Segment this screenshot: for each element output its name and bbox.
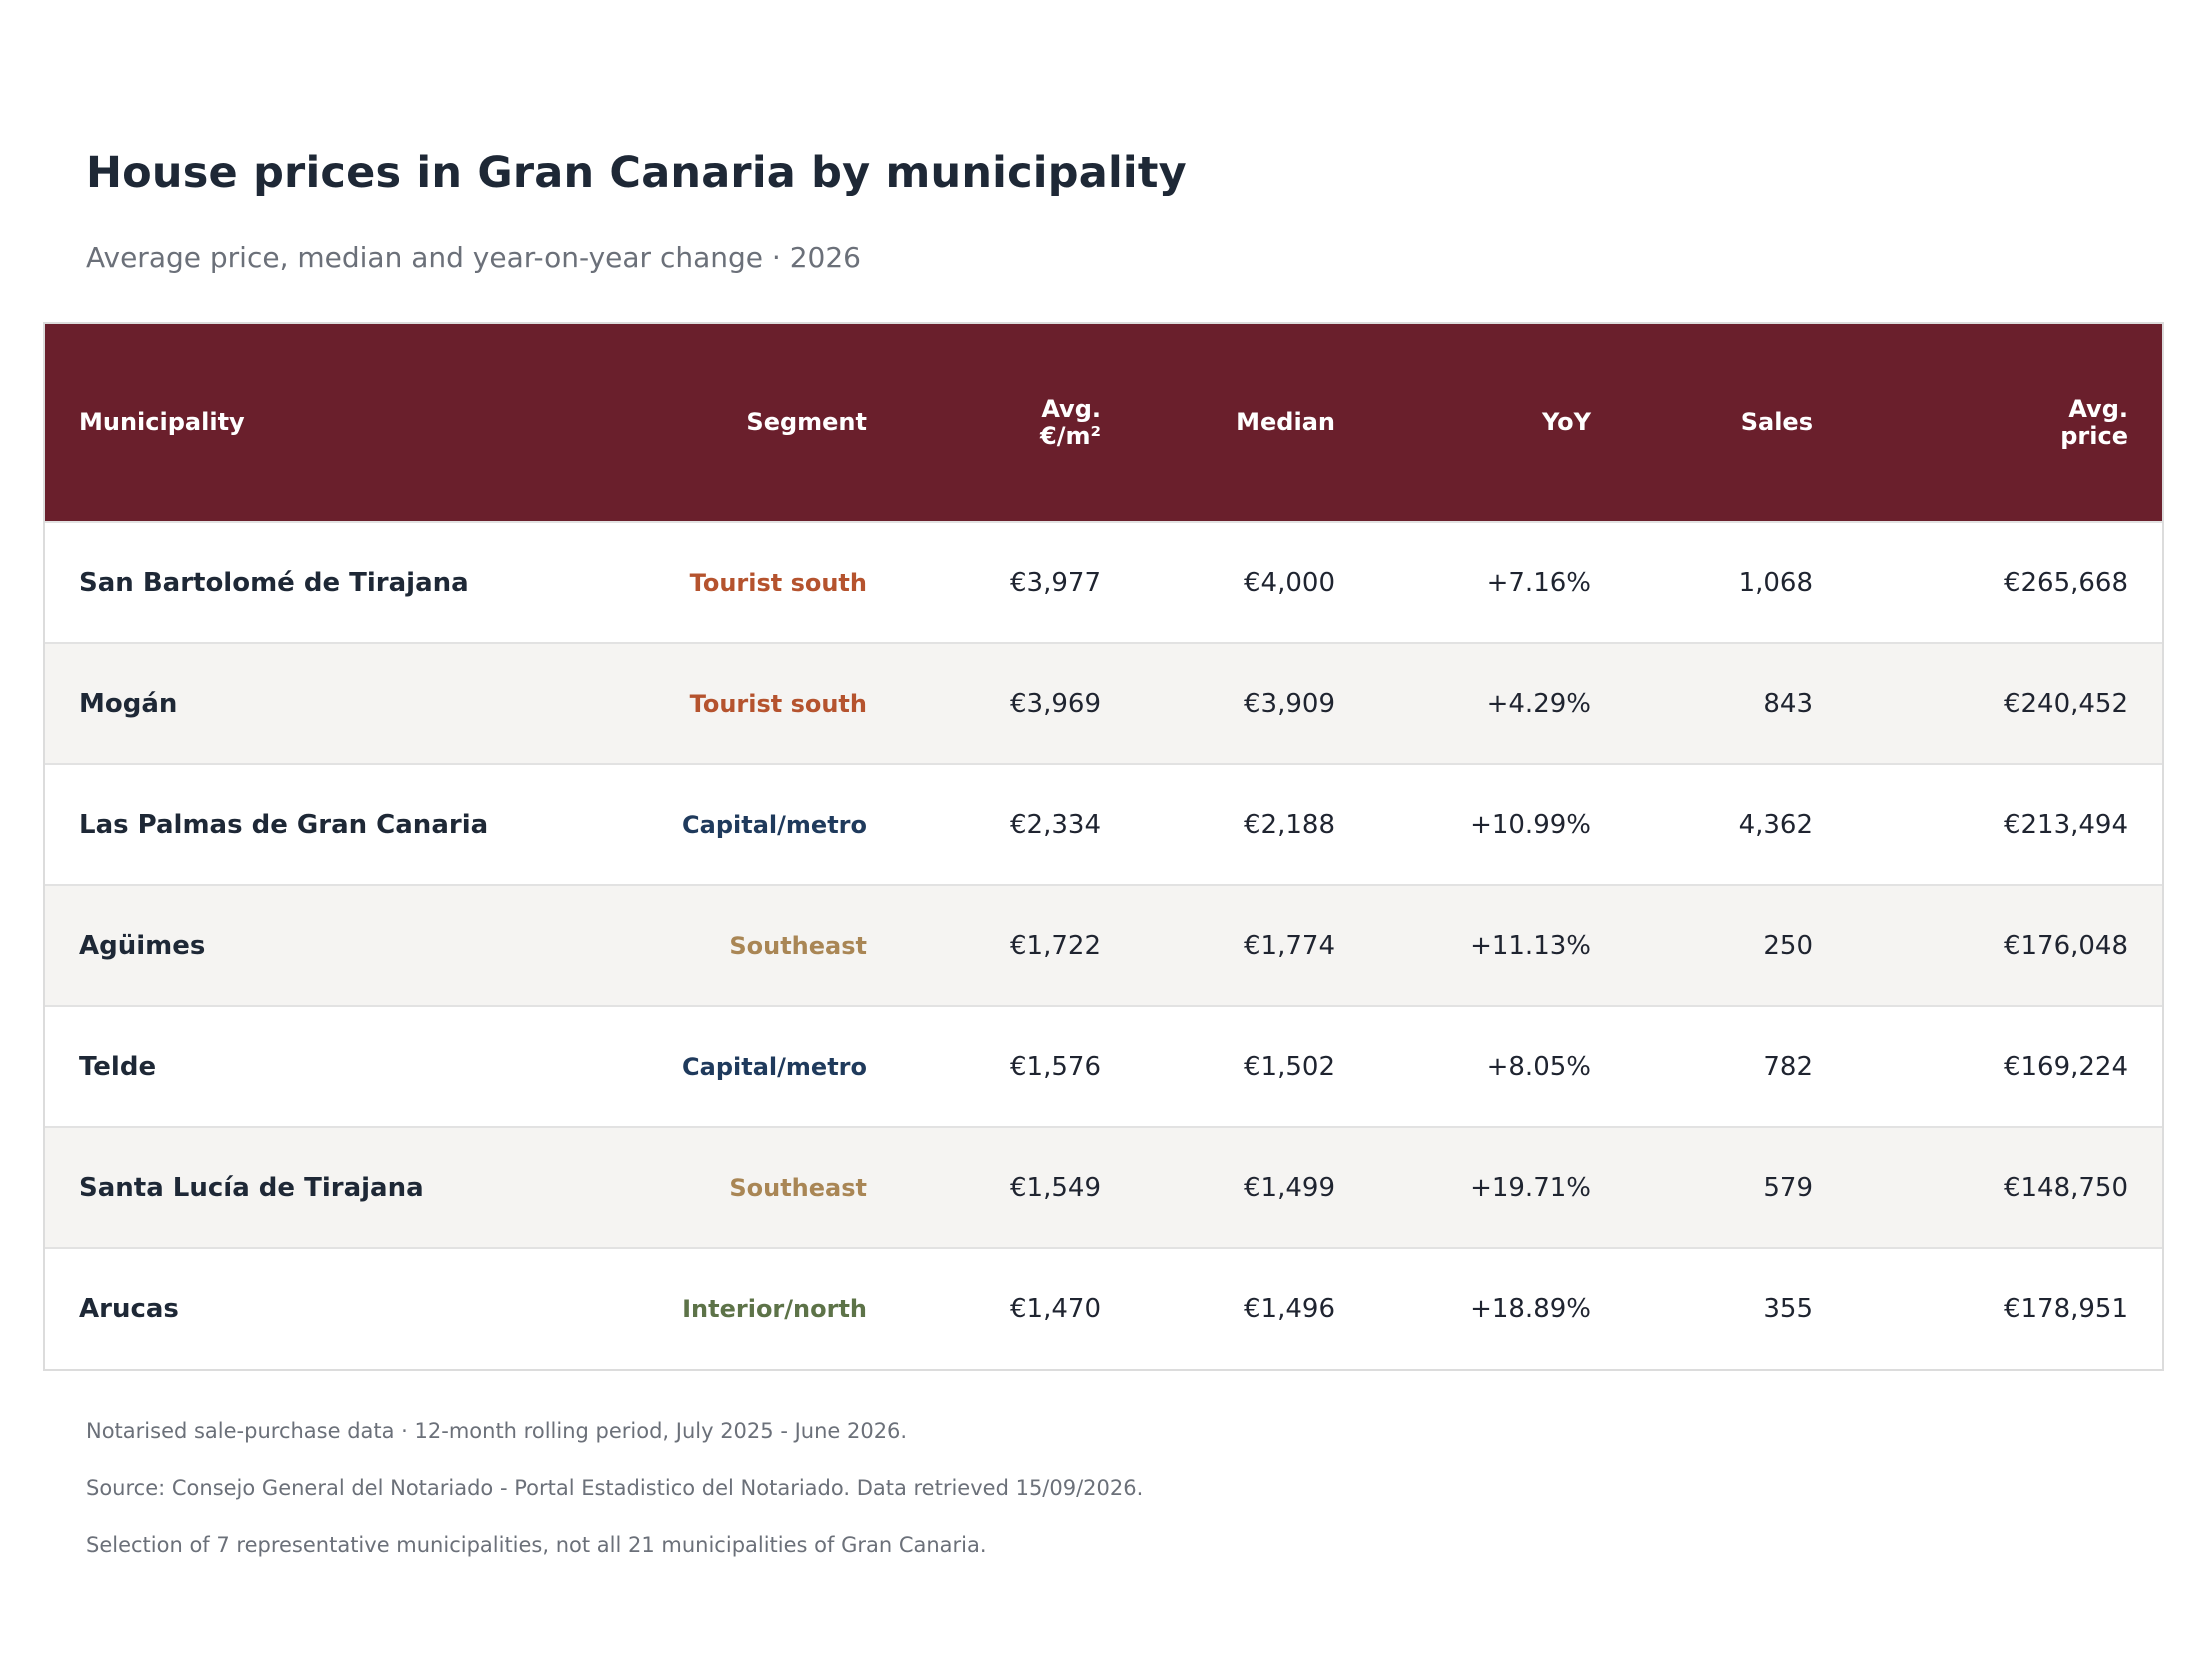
price-table-container: Municipality Segment Avg. €/m² Median YoY…	[43, 322, 2164, 1371]
cell-yoy: +7.16%	[1486, 567, 1591, 598]
cell-yoy: +19.71%	[1470, 1172, 1591, 1203]
cell-median: €2,188	[1244, 809, 1335, 840]
cell-municipality: Agüimes	[79, 930, 206, 961]
cell-sales: 579	[1763, 1172, 1813, 1203]
cell-sales: 843	[1763, 688, 1813, 719]
footnote-source: Source: Consejo General del Notariado - …	[86, 1476, 1144, 1500]
cell-median: €1,499	[1244, 1172, 1335, 1203]
cell-avg-m2: €1,576	[1010, 1051, 1101, 1082]
footnote-selection: Selection of 7 representative municipali…	[86, 1533, 987, 1557]
column-header-avg-price[interactable]: Avg. price	[2060, 394, 2128, 450]
cell-municipality: Mogán	[79, 688, 178, 719]
cell-municipality: San Bartolomé de Tirajana	[79, 567, 469, 598]
cell-avg-price: €169,224	[2003, 1051, 2128, 1082]
table-header-row: Municipality Segment Avg. €/m² Median YoY…	[45, 324, 2162, 522]
cell-sales: 4,362	[1738, 809, 1813, 840]
cell-municipality: Las Palmas de Gran Canaria	[79, 809, 489, 840]
cell-avg-price: €148,750	[2003, 1172, 2128, 1203]
cell-avg-m2: €2,334	[1010, 809, 1101, 840]
column-header-yoy[interactable]: YoY	[1541, 408, 1591, 436]
column-header-segment[interactable]: Segment	[746, 408, 867, 436]
table-row: Santa Lucía de Tirajana Southeast €1,549 €1…	[45, 1127, 2162, 1248]
cell-segment: Interior/north	[682, 1295, 867, 1323]
chart-title: House prices in Gran Canaria by municipa…	[86, 148, 1187, 198]
cell-avg-m2: €1,470	[1010, 1294, 1101, 1324]
cell-municipality: Arucas	[79, 1294, 179, 1324]
table-row: Telde Capital/metro €1,576 €1,502 +8.05% 782 €…	[45, 1006, 2162, 1127]
cell-municipality: Santa Lucía de Tirajana	[79, 1172, 424, 1203]
cell-median: €1,496	[1244, 1294, 1335, 1324]
cell-sales: 1,068	[1738, 567, 1813, 598]
cell-avg-price: €265,668	[2003, 567, 2128, 598]
cell-sales: 250	[1763, 930, 1813, 961]
column-header-median[interactable]: Median	[1236, 408, 1335, 436]
cell-avg-price: €176,048	[2003, 930, 2128, 961]
cell-avg-price: €178,951	[2003, 1294, 2128, 1324]
cell-sales: 355	[1763, 1294, 1813, 1324]
column-header-municipality[interactable]: Municipality	[79, 408, 245, 436]
table-row: Mogán Tourist south €3,969 €3,909 +4.29% 843 €…	[45, 643, 2162, 764]
chart-subtitle: Average price, median and year-on-year c…	[86, 241, 861, 274]
table-row: Arucas Interior/north €1,470 €1,496 +18.89% 3…	[45, 1248, 2162, 1369]
cell-segment: Capital/metro	[682, 810, 867, 839]
cell-median: €4,000	[1244, 567, 1335, 598]
cell-avg-m2: €3,977	[1010, 567, 1101, 598]
cell-segment: Tourist south	[689, 568, 867, 597]
cell-segment: Southeast	[729, 1173, 867, 1202]
cell-yoy: +10.99%	[1470, 809, 1591, 840]
table-row: Las Palmas de Gran Canaria Capital/metro €…	[45, 764, 2162, 885]
table-body: San Bartolomé de Tirajana Tourist south €3…	[45, 522, 2162, 1369]
cell-avg-m2: €3,969	[1010, 688, 1101, 719]
footnote-period: Notarised sale-purchase data · 12-month …	[86, 1419, 908, 1443]
table-row: San Bartolomé de Tirajana Tourist south €3…	[45, 522, 2162, 643]
cell-yoy: +18.89%	[1470, 1294, 1591, 1324]
cell-avg-price: €213,494	[2003, 809, 2128, 840]
cell-avg-m2: €1,722	[1010, 930, 1101, 961]
column-header-avg-m2[interactable]: Avg. €/m²	[1040, 394, 1101, 450]
cell-sales: 782	[1763, 1051, 1813, 1082]
cell-median: €1,774	[1244, 930, 1335, 961]
cell-avg-m2: €1,549	[1010, 1172, 1101, 1203]
footnotes: Notarised sale-purchase data · 12-month …	[86, 1420, 1143, 1591]
column-header-sales[interactable]: Sales	[1740, 408, 1813, 436]
cell-yoy: +11.13%	[1470, 930, 1591, 961]
cell-segment: Capital/metro	[682, 1052, 867, 1081]
cell-municipality: Telde	[79, 1051, 157, 1082]
price-table: Municipality Segment Avg. €/m² Median YoY…	[45, 324, 2162, 1369]
cell-yoy: +4.29%	[1486, 688, 1591, 719]
cell-median: €3,909	[1244, 688, 1335, 719]
cell-segment: Southeast	[729, 931, 867, 960]
cell-segment: Tourist south	[689, 689, 867, 718]
cell-yoy: +8.05%	[1486, 1051, 1591, 1082]
cell-median: €1,502	[1244, 1051, 1335, 1082]
cell-avg-price: €240,452	[2003, 688, 2128, 719]
table-row: Agüimes Southeast €1,722 €1,774 +11.13% 250 €1…	[45, 885, 2162, 1006]
